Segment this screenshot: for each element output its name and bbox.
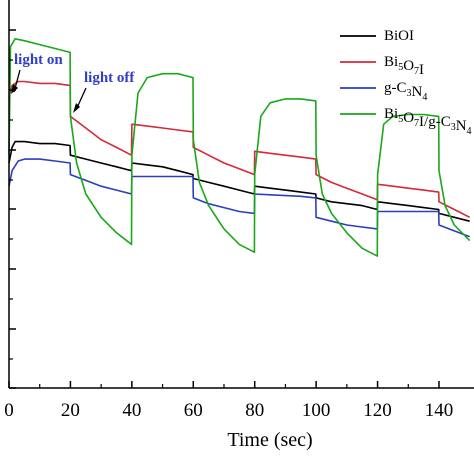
x-tick-label: 40 — [122, 400, 141, 421]
series-line-3 — [8, 158, 470, 238]
x-tick-label: 120 — [363, 400, 392, 421]
annotations: light on light off — [11, 52, 135, 113]
x-tick-label: 0 — [4, 400, 14, 421]
legend-label: Bi5O7I — [384, 54, 424, 78]
series-line-4 — [8, 38, 471, 257]
legend-label: BiOI — [384, 28, 414, 44]
annotation-light-on: light on — [14, 52, 63, 68]
x-tick-label: 20 — [61, 400, 80, 421]
series-line-2 — [8, 80, 471, 219]
annotation-light-off: light off — [84, 70, 135, 86]
ticks-layer: 0 20 40 60 80 100 120 140 — [4, 29, 454, 421]
x-axis-label: Time (sec) — [227, 429, 312, 451]
arrow-head — [73, 103, 80, 113]
series-line-1 — [8, 140, 470, 222]
x-tick-label: 100 — [302, 400, 331, 421]
x-tick-label: 60 — [184, 400, 203, 421]
arrow-head — [11, 84, 18, 94]
x-tick-label: 140 — [425, 400, 454, 421]
series-layer — [8, 38, 471, 257]
x-tick-label: 80 — [245, 400, 264, 421]
legend-label: Bi5O7I/g-C3N4 — [384, 106, 472, 137]
legend-label: g-C3N4 — [384, 80, 427, 103]
